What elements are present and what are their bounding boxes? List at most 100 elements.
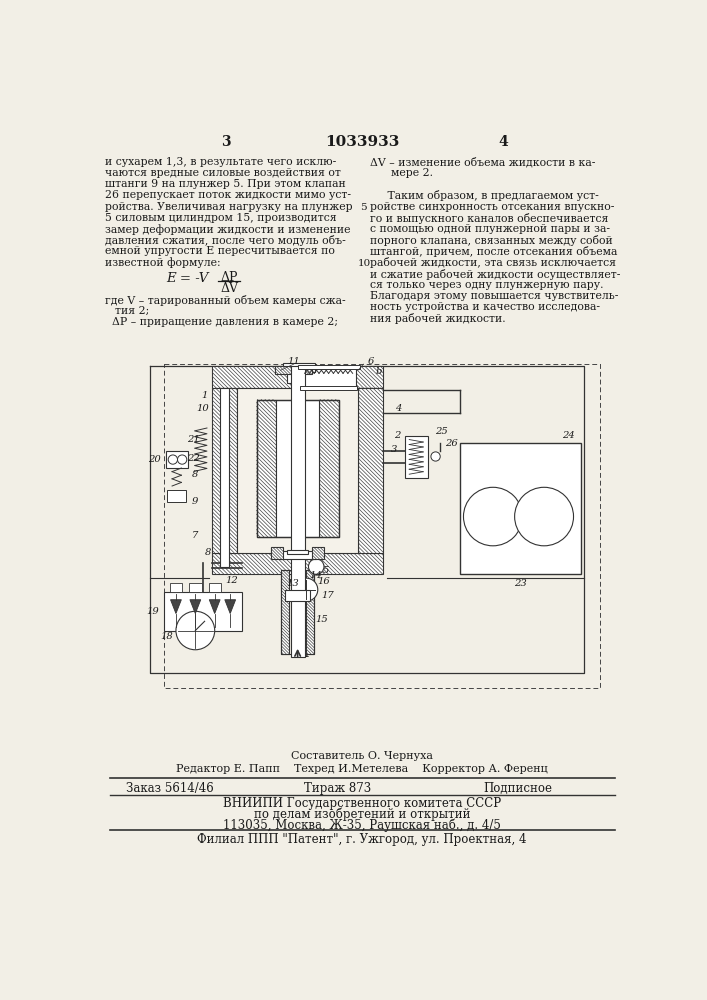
Text: 19: 19	[146, 607, 159, 616]
Text: по делам изобретений и открытий: по делам изобретений и открытий	[254, 808, 470, 821]
Bar	[287, 550, 308, 554]
Bar	[404, 436, 428, 478]
Text: 8: 8	[205, 548, 211, 557]
Bar	[257, 400, 276, 537]
Circle shape	[308, 559, 324, 574]
Text: 5: 5	[360, 203, 366, 212]
Text: мере 2.: мере 2.	[370, 168, 433, 178]
Bar	[164, 592, 242, 631]
Bar	[460, 443, 580, 574]
Text: где V – тарированный объем камеры сжа-: где V – тарированный объем камеры сжа-	[105, 295, 346, 306]
Text: замер деформации жидкости и изменение: замер деформации жидкости и изменение	[105, 224, 351, 235]
Bar	[287, 370, 304, 383]
Text: Подписное: Подписное	[484, 782, 553, 795]
Text: Филиал ППП "Патент", г. Ужгород, ул. Проектная, 4: Филиал ППП "Патент", г. Ужгород, ул. Про…	[197, 833, 527, 846]
Text: 26: 26	[445, 439, 457, 448]
Text: 4: 4	[395, 404, 402, 413]
Text: 13: 13	[286, 579, 298, 588]
Bar	[285, 590, 310, 601]
Bar	[271, 547, 283, 559]
Text: 26 перепускает поток жидкости мимо уст-: 26 перепускает поток жидкости мимо уст-	[105, 190, 351, 200]
Bar	[358, 388, 383, 553]
Text: 11: 11	[287, 357, 300, 366]
Text: 1: 1	[201, 391, 208, 400]
Text: Тираж 873: Тираж 873	[304, 782, 371, 795]
Text: 12: 12	[226, 576, 238, 585]
Text: штангой, причем, после отсекания объема: штангой, причем, после отсекания объема	[370, 246, 617, 257]
Circle shape	[295, 578, 317, 601]
Bar	[281, 570, 314, 654]
Text: чаются вредные силовые воздействия от: чаются вредные силовые воздействия от	[105, 168, 341, 178]
Polygon shape	[225, 600, 235, 614]
Bar	[170, 583, 182, 592]
Text: ΔV: ΔV	[221, 282, 238, 295]
Text: ность устройства и качество исследова-: ность устройства и качество исследова-	[370, 302, 600, 312]
Text: и сжатие рабочей жидкости осуществляет-: и сжатие рабочей жидкости осуществляет-	[370, 269, 620, 280]
Text: давления сжатия, после чего модуль объ-: давления сжатия, после чего модуль объ-	[105, 235, 346, 246]
Text: 20: 20	[148, 455, 160, 464]
Bar	[276, 400, 320, 537]
Text: 5 силовым цилиндром 15, производится: 5 силовым цилиндром 15, производится	[105, 213, 337, 223]
Text: 7: 7	[192, 531, 198, 540]
Polygon shape	[209, 600, 220, 614]
Bar	[301, 368, 356, 389]
Text: известной формуле:: известной формуле:	[105, 257, 221, 268]
Text: 22: 22	[187, 454, 199, 463]
Polygon shape	[170, 600, 182, 614]
Text: 23: 23	[514, 579, 527, 588]
Text: 1033933: 1033933	[325, 135, 399, 149]
Bar	[320, 400, 339, 537]
Circle shape	[177, 455, 187, 464]
Text: и сухарем 1,3, в результате чего исклю-: и сухарем 1,3, в результате чего исклю-	[105, 157, 337, 167]
Polygon shape	[190, 600, 201, 614]
Bar	[168, 490, 186, 502]
Text: 16: 16	[317, 578, 329, 586]
Text: ния рабочей жидкости.: ния рабочей жидкости.	[370, 313, 506, 324]
Text: 17: 17	[322, 591, 334, 600]
Text: го и выпускного каналов обеспечивается: го и выпускного каналов обеспечивается	[370, 213, 608, 224]
Text: ройства. Увеличивая нагрузку на плунжер: ройства. Увеличивая нагрузку на плунжер	[105, 202, 353, 212]
Circle shape	[464, 487, 522, 546]
Text: Таким образом, в предлагаемом уст-: Таким образом, в предлагаемом уст-	[370, 190, 598, 201]
Circle shape	[515, 487, 573, 546]
Bar	[220, 388, 230, 567]
Text: E = -V: E = -V	[166, 272, 209, 285]
Bar	[212, 388, 237, 553]
Text: штанги 9 на плунжер 5. При этом клапан: штанги 9 на плунжер 5. При этом клапан	[105, 179, 346, 189]
Text: ся только через одну плунжерную пару.: ся только через одну плунжерную пару.	[370, 280, 603, 290]
Text: ВНИИПИ Государственного комитета СССР: ВНИИПИ Государственного комитета СССР	[223, 797, 501, 810]
Text: 14: 14	[309, 571, 322, 580]
Text: Редактор Е. Папп    Техред И.Метелева    Корректор А. Ференц: Редактор Е. Папп Техред И.Метелева Корре…	[176, 764, 548, 774]
Text: 6: 6	[368, 357, 375, 366]
Bar	[300, 386, 357, 390]
Text: Составитель О. Чернуха: Составитель О. Чернуха	[291, 751, 433, 761]
Text: 9: 9	[192, 497, 198, 506]
Text: емной упругости Е пересчитывается по: емной упругости Е пересчитывается по	[105, 246, 335, 256]
Text: ΔP – приращение давления в камере 2;: ΔP – приращение давления в камере 2;	[105, 317, 339, 327]
Text: 24: 24	[563, 431, 575, 440]
Text: ΔP: ΔP	[221, 271, 238, 284]
Text: 3: 3	[221, 135, 230, 149]
Text: 4: 4	[498, 135, 508, 149]
Text: 113035, Москва, Ж-35, Раушская наб., д. 4/5: 113035, Москва, Ж-35, Раушская наб., д. …	[223, 818, 501, 832]
Text: ройстве синхронность отсекания впускно-: ройстве синхронность отсекания впускно-	[370, 202, 614, 212]
Bar	[291, 366, 305, 657]
Text: 21: 21	[187, 435, 199, 444]
Bar	[166, 451, 187, 468]
Circle shape	[176, 611, 215, 650]
Bar	[212, 553, 383, 574]
Text: 8: 8	[192, 470, 198, 479]
Text: с помощью одной плунжерной пары и за-: с помощью одной плунжерной пары и за-	[370, 224, 609, 234]
Bar	[312, 547, 324, 559]
Bar	[209, 583, 221, 592]
Text: 10: 10	[358, 259, 371, 268]
Text: F: F	[304, 647, 312, 660]
Text: Благодаря этому повышается чувствитель-: Благодаря этому повышается чувствитель-	[370, 291, 618, 301]
Bar	[257, 400, 339, 537]
Text: рабочей жидкости, эта связь исключается: рабочей жидкости, эта связь исключается	[370, 257, 616, 268]
Text: 18: 18	[160, 632, 173, 641]
Bar	[275, 366, 291, 374]
Circle shape	[431, 452, 440, 461]
Text: 2: 2	[394, 431, 400, 440]
Bar	[281, 570, 289, 654]
